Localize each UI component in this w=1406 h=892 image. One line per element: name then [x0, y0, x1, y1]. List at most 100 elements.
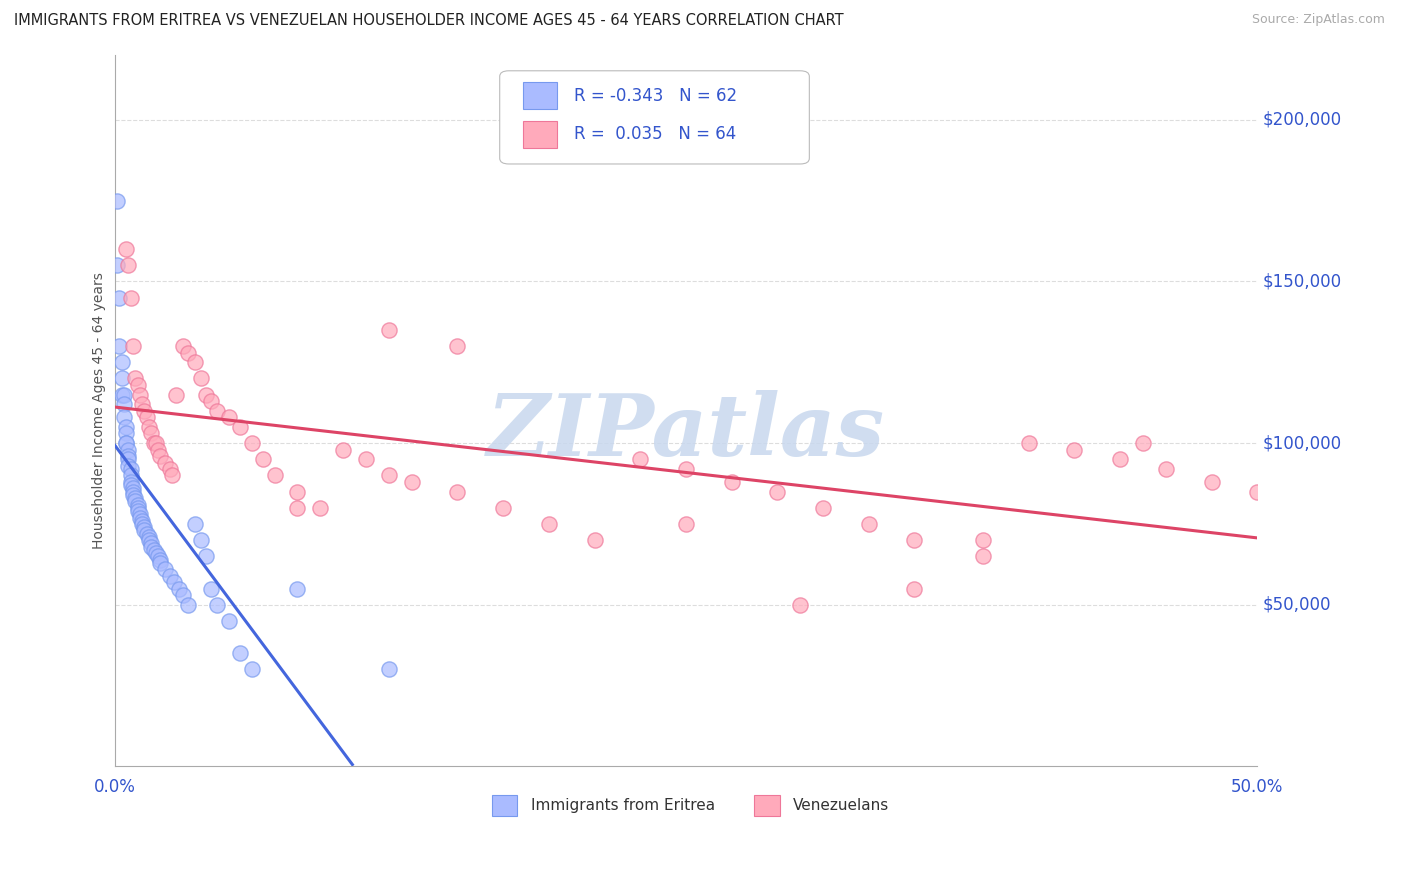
FancyBboxPatch shape — [492, 795, 517, 816]
Point — [159, 462, 181, 476]
Point — [153, 562, 176, 576]
Text: ZIPatlas: ZIPatlas — [486, 391, 884, 474]
Point — [446, 339, 468, 353]
Point — [177, 345, 200, 359]
Point — [190, 533, 212, 548]
Point — [1132, 436, 1154, 450]
Point — [229, 420, 252, 434]
Point — [492, 500, 515, 515]
Point — [229, 646, 252, 660]
Point — [128, 508, 150, 522]
Point — [172, 588, 194, 602]
Point — [120, 291, 142, 305]
Point — [127, 500, 149, 515]
Point — [115, 242, 138, 256]
Point — [131, 397, 153, 411]
Point — [120, 468, 142, 483]
Point — [172, 339, 194, 353]
Point — [1018, 436, 1040, 450]
Point — [142, 542, 165, 557]
Point — [127, 498, 149, 512]
Point — [115, 436, 138, 450]
Point — [207, 404, 229, 418]
Point — [127, 504, 149, 518]
Point — [183, 355, 205, 369]
Point — [105, 194, 128, 208]
Point — [378, 663, 401, 677]
Point — [105, 258, 128, 272]
Point — [675, 462, 697, 476]
Point — [131, 514, 153, 528]
Point — [811, 500, 834, 515]
Point — [183, 516, 205, 531]
FancyBboxPatch shape — [523, 82, 557, 109]
Point — [789, 598, 811, 612]
FancyBboxPatch shape — [523, 120, 557, 148]
Point — [134, 520, 156, 534]
Point — [159, 568, 181, 582]
Point — [117, 458, 139, 473]
Point — [720, 475, 742, 489]
Point — [112, 410, 135, 425]
Point — [263, 468, 285, 483]
Point — [200, 394, 222, 409]
Text: $100,000: $100,000 — [1263, 434, 1343, 452]
Point — [160, 468, 183, 483]
Point — [117, 442, 139, 457]
Point — [903, 582, 925, 596]
Point — [177, 598, 200, 612]
Point — [1201, 475, 1223, 489]
Point — [972, 533, 994, 548]
Point — [122, 482, 145, 496]
Point — [537, 516, 560, 531]
Point — [128, 510, 150, 524]
Point — [332, 442, 354, 457]
Point — [110, 387, 132, 401]
Point — [115, 426, 138, 441]
Point — [165, 387, 187, 401]
Point — [446, 484, 468, 499]
Point — [149, 552, 172, 566]
Point — [117, 258, 139, 272]
Point — [287, 484, 309, 499]
Point — [153, 456, 176, 470]
Text: Source: ZipAtlas.com: Source: ZipAtlas.com — [1251, 13, 1385, 27]
Point — [218, 614, 240, 628]
Point — [108, 291, 131, 305]
Point — [1246, 484, 1268, 499]
Point — [401, 475, 423, 489]
Point — [120, 462, 142, 476]
Point — [122, 488, 145, 502]
Point — [138, 420, 160, 434]
Point — [141, 540, 163, 554]
Point — [124, 371, 146, 385]
Text: $50,000: $50,000 — [1263, 596, 1331, 614]
Point — [218, 410, 240, 425]
Point — [287, 500, 309, 515]
Text: IMMIGRANTS FROM ERITREA VS VENEZUELAN HOUSEHOLDER INCOME AGES 45 - 64 YEARS CORR: IMMIGRANTS FROM ERITREA VS VENEZUELAN HO… — [14, 13, 844, 29]
Text: $200,000: $200,000 — [1263, 111, 1343, 128]
Point — [122, 339, 145, 353]
Point — [135, 410, 157, 425]
Text: Venezuelans: Venezuelans — [793, 798, 890, 814]
Point — [112, 387, 135, 401]
Point — [240, 663, 263, 677]
Point — [134, 524, 156, 538]
FancyBboxPatch shape — [755, 795, 780, 816]
Y-axis label: Householder Income Ages 45 - 64 years: Householder Income Ages 45 - 64 years — [93, 272, 107, 549]
Point — [167, 582, 190, 596]
Point — [675, 516, 697, 531]
Point — [127, 378, 149, 392]
Point — [149, 556, 172, 570]
Point — [117, 452, 139, 467]
Point — [110, 355, 132, 369]
Point — [146, 549, 169, 564]
Point — [195, 549, 218, 564]
Point — [972, 549, 994, 564]
Point — [110, 371, 132, 385]
Point — [903, 533, 925, 548]
Point — [1154, 462, 1177, 476]
Point — [141, 426, 163, 441]
Point — [120, 475, 142, 489]
Point — [115, 436, 138, 450]
